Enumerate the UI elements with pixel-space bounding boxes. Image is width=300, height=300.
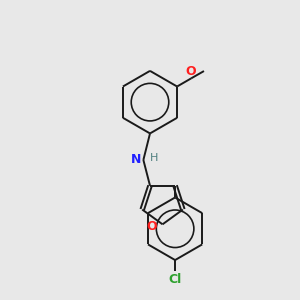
Text: O: O — [186, 65, 196, 78]
Text: O: O — [146, 220, 157, 233]
Text: H: H — [150, 154, 158, 164]
Text: N: N — [131, 153, 142, 167]
Text: Cl: Cl — [169, 273, 182, 286]
